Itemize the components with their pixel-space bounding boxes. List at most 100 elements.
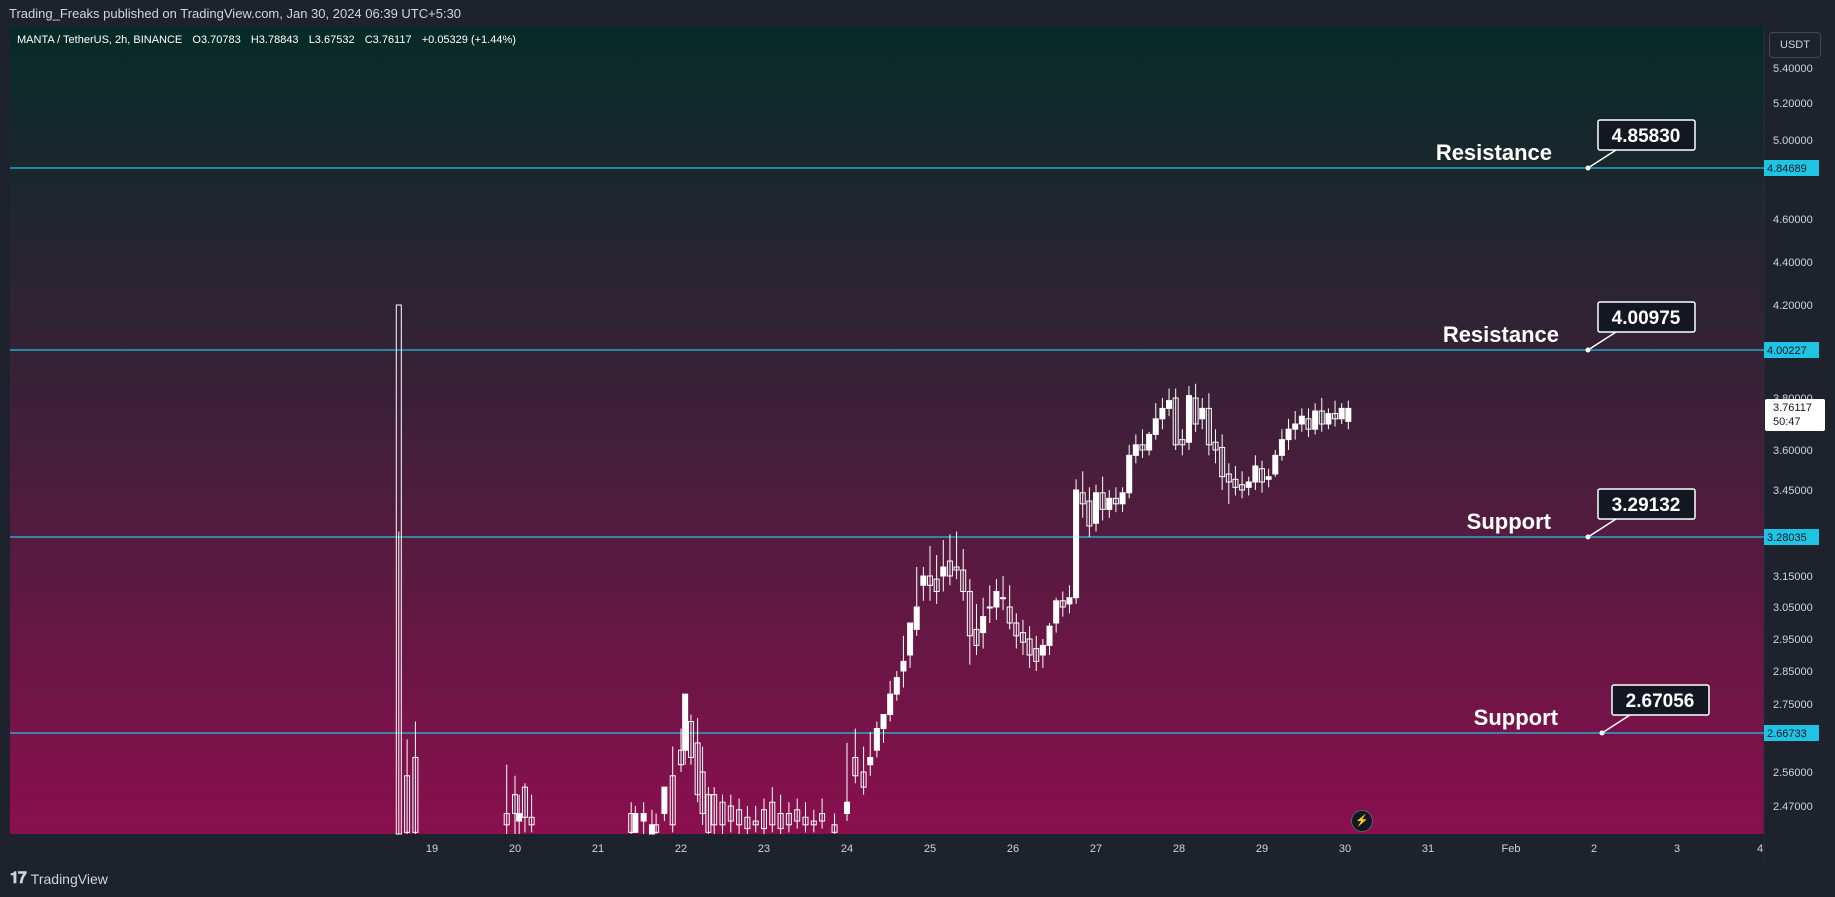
price-tick-label: 3.45000 bbox=[1773, 485, 1813, 497]
candle-body bbox=[727, 805, 734, 822]
price-tick-label: 3.05000 bbox=[1773, 602, 1813, 614]
resistance-label: Resistance bbox=[1436, 140, 1552, 165]
candles-layer bbox=[395, 304, 1352, 835]
candle-body bbox=[1033, 648, 1040, 662]
time-tick-label: 29 bbox=[1256, 843, 1268, 855]
tradingview-mark-icon: 𝟏𝟕 bbox=[10, 870, 27, 887]
candle-body bbox=[694, 742, 701, 796]
support-callout-anchor bbox=[1585, 534, 1591, 540]
candle-body bbox=[1119, 492, 1126, 505]
time-tick-label: 20 bbox=[509, 843, 521, 855]
candle-body bbox=[819, 813, 826, 822]
tradingview-logo[interactable]: 𝟏𝟕 TradingView bbox=[10, 870, 108, 888]
candle-body bbox=[1232, 478, 1239, 488]
annotations-layer: 4.84689 Resistance 4.85830 4.00227 Resistanc… bbox=[1436, 119, 1819, 741]
candle-body bbox=[1146, 433, 1153, 451]
time-axis-background bbox=[10, 834, 1764, 862]
time-tick-label: 30 bbox=[1339, 843, 1351, 855]
price-tick-label: 2.95000 bbox=[1773, 634, 1813, 646]
time-tick-label: 4 bbox=[1757, 843, 1763, 855]
support-callout-box[interactable] bbox=[1611, 684, 1710, 716]
candle-body bbox=[933, 578, 940, 592]
candle-body bbox=[1338, 407, 1345, 420]
candle-body bbox=[1152, 418, 1159, 435]
candle-body bbox=[1192, 397, 1199, 425]
candle-body bbox=[1252, 465, 1259, 483]
candle-body bbox=[1278, 439, 1285, 456]
chart-background bbox=[10, 27, 1764, 834]
candle-body bbox=[777, 813, 784, 830]
price-tick-label: 4.60000 bbox=[1773, 214, 1813, 226]
price-chart[interactable]: 5.40000 5.20000 5.00000 4.60000 4.40000 4.200… bbox=[0, 0, 1835, 862]
support-callout-value: 3.29132 bbox=[1612, 495, 1681, 516]
candle-body bbox=[1166, 400, 1173, 409]
candle-body bbox=[699, 771, 706, 815]
support-callout-pointer bbox=[1601, 714, 1631, 734]
candle-body bbox=[785, 813, 792, 826]
support-callout-anchor bbox=[1599, 730, 1605, 736]
support-label: Support bbox=[1467, 509, 1552, 534]
candle-body bbox=[927, 575, 933, 586]
candle-body bbox=[682, 693, 689, 751]
support-callout-pointer bbox=[1587, 518, 1617, 538]
candle-body bbox=[993, 591, 1000, 608]
candle-body bbox=[744, 816, 751, 830]
resistance-callout-box[interactable] bbox=[1597, 119, 1696, 151]
time-tick-label: 26 bbox=[1007, 843, 1019, 855]
candle-body bbox=[711, 794, 718, 826]
support-callout-box[interactable] bbox=[1597, 488, 1696, 520]
horizontal-lines-layer bbox=[10, 167, 1764, 734]
candle-body bbox=[860, 771, 867, 788]
resistance-callout-pointer bbox=[1587, 331, 1617, 351]
candle-body bbox=[1265, 476, 1272, 480]
candle-body bbox=[1086, 500, 1093, 527]
candle-body bbox=[1272, 454, 1279, 475]
candle-body bbox=[986, 606, 993, 609]
candle-body bbox=[1073, 489, 1080, 599]
candle-body bbox=[1298, 415, 1305, 425]
candle-body bbox=[973, 628, 980, 646]
candle-body bbox=[1093, 492, 1099, 524]
candle-body bbox=[1053, 600, 1060, 624]
candle-body bbox=[980, 616, 987, 634]
legend-change: +0.05329 (+1.44%) bbox=[421, 34, 516, 46]
footer-bar: 𝟏𝟕 TradingView bbox=[0, 862, 1835, 897]
candle-body bbox=[880, 714, 887, 730]
candle-body bbox=[893, 677, 900, 695]
candle-body bbox=[512, 794, 518, 815]
candle-body bbox=[867, 756, 874, 766]
candle-body bbox=[1019, 632, 1026, 643]
candle-body bbox=[653, 824, 660, 833]
resistance-label: Resistance bbox=[1443, 322, 1559, 347]
candle-body bbox=[844, 801, 850, 815]
candle-body bbox=[1199, 407, 1206, 420]
price-tick-label: 4.40000 bbox=[1773, 257, 1813, 269]
candle-body bbox=[946, 560, 953, 577]
candle-body bbox=[1026, 638, 1033, 656]
resistance-callout-box[interactable] bbox=[1597, 301, 1696, 333]
time-tick-label: Feb bbox=[1502, 843, 1521, 855]
candle-body bbox=[678, 749, 684, 766]
candle-body bbox=[1239, 484, 1246, 491]
candle-body bbox=[1212, 441, 1219, 451]
candle-body bbox=[1046, 625, 1053, 646]
candle-body bbox=[1066, 597, 1073, 605]
candle-body bbox=[404, 775, 411, 833]
resistance-callout-anchor bbox=[1585, 165, 1591, 171]
currency-button[interactable]: USDT bbox=[1769, 32, 1821, 58]
resistance-callout-value: 4.00975 bbox=[1612, 308, 1681, 329]
candle-body bbox=[1325, 413, 1332, 425]
price-tick-label: 2.85000 bbox=[1773, 666, 1813, 678]
lightning-icon[interactable]: ⚡ bbox=[1351, 810, 1373, 832]
candle-body bbox=[661, 786, 668, 815]
resistance-price-label: 4.84689 bbox=[1767, 163, 1807, 175]
time-tick-label: 3 bbox=[1674, 843, 1680, 855]
candle-body bbox=[1345, 407, 1352, 422]
candle-body bbox=[640, 813, 647, 822]
candle-body bbox=[1259, 468, 1265, 483]
candle-body bbox=[966, 591, 973, 637]
candle-body bbox=[1318, 410, 1325, 425]
candle-body bbox=[1079, 492, 1086, 505]
candle-body bbox=[900, 660, 907, 672]
candle-body bbox=[1219, 446, 1226, 478]
